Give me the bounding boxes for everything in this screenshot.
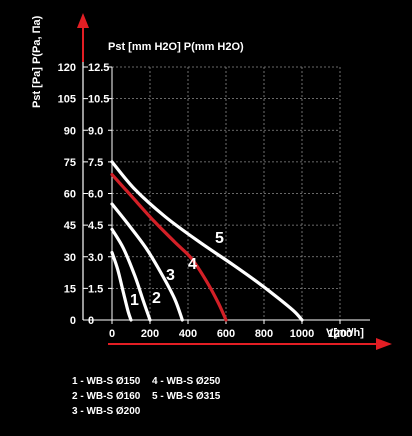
y-tick-label-outer: 120 <box>58 62 76 74</box>
x-axis-label: V[m³/h] <box>326 327 364 339</box>
y-tick-label-inner: 10.5 <box>88 94 109 106</box>
curve-label-1: 1 <box>130 292 139 309</box>
chart-axes <box>77 13 392 350</box>
x-tick-label: 400 <box>179 328 197 340</box>
curve-1 <box>110 250 133 322</box>
y-tick-label-inner: 0 <box>88 315 94 327</box>
legend-item-3: 3 - WB-S Ø200 <box>72 406 141 417</box>
x-tick-label: 1200 <box>328 328 352 340</box>
curve-labels: 1 234 5 <box>130 230 224 309</box>
curve-4 <box>110 172 228 322</box>
curve-label-5: 5 <box>215 230 224 247</box>
x-ticks: 0 200 400 600 800 1000 1200 <box>109 328 352 340</box>
y-tick-label-outer: 15 <box>64 283 76 295</box>
x-tick-label: 600 <box>217 328 235 340</box>
y-arrow-head <box>77 13 89 28</box>
y-axis-label-outer: Pst [Pa] P(Pa, Па) <box>31 15 43 108</box>
y-ticks-outer: 0 15 30 45 60 75 90 105 120 <box>58 62 76 327</box>
curve-2 <box>110 227 152 322</box>
y-tick-label-inner: 1.5 <box>88 283 103 295</box>
y-tick-label-outer: 90 <box>64 125 76 137</box>
x-tick-label: 200 <box>141 328 159 340</box>
y-axis-label-inner: Pst [mm H2O] P(mm H2O) <box>108 41 244 53</box>
x-tick-label: 0 <box>109 328 115 340</box>
y-tick-label-outer: 0 <box>70 315 76 327</box>
y-tick-label-outer: 60 <box>64 189 76 201</box>
y-ticks-inner: 0 1.5 3.0 4.5 6.0 7.5 9.0 10.5 12.5 <box>88 62 109 327</box>
y-tick-label-inner: 9.0 <box>88 125 103 137</box>
y-tick-label-inner: 7.5 <box>88 157 103 169</box>
legend-item-1: 1 - WB-S Ø150 <box>72 376 141 387</box>
y-tick-label-inner: 6.0 <box>88 189 103 201</box>
curve-label-4: 4 <box>188 256 197 273</box>
legend-item-4: 4 - WB-S Ø250 <box>152 376 221 387</box>
chart-curves <box>110 160 304 322</box>
y-tick-label-inner: 4.5 <box>88 220 103 232</box>
x-tick-label: 800 <box>255 328 273 340</box>
y-tick-label-outer: 75 <box>64 157 76 169</box>
x-arrow-head <box>376 338 392 350</box>
curve-3 <box>110 202 184 322</box>
legend-item-2: 2 - WB-S Ø160 <box>72 391 141 402</box>
curve-label-2: 2 <box>152 290 161 307</box>
y-tick-label-outer: 105 <box>58 94 76 106</box>
y-tick-label-inner: 3.0 <box>88 252 103 264</box>
x-tick-label: 1000 <box>290 328 314 340</box>
y-tick-label-outer: 30 <box>64 252 76 264</box>
chart-grid <box>112 66 341 320</box>
legend-item-5: 5 - WB-S Ø315 <box>152 391 221 402</box>
curve-5 <box>110 160 304 322</box>
y-tick-label-inner: 12.5 <box>88 62 109 74</box>
y-tick-label-outer: 45 <box>64 220 76 232</box>
curve-label-3: 3 <box>166 267 175 284</box>
